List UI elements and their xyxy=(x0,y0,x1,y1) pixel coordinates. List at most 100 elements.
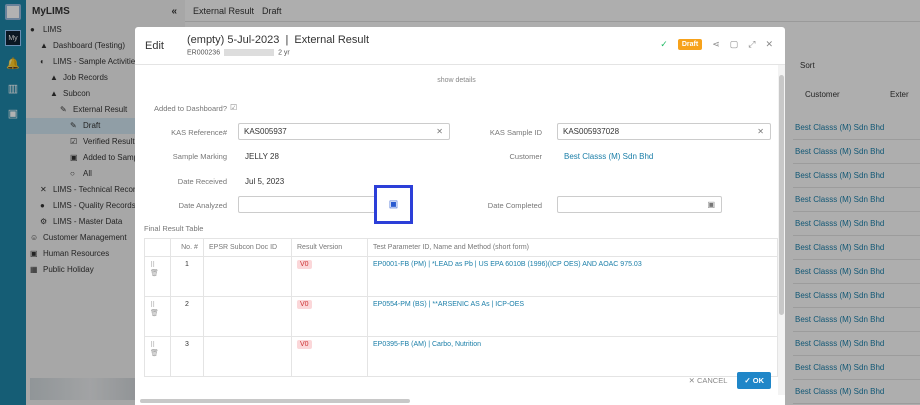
date-analyzed-calendar-button-highlight[interactable]: ▣ xyxy=(374,185,413,224)
cancel-button[interactable]: ✕ CANCEL xyxy=(688,376,728,385)
status-badge: Draft xyxy=(677,39,703,50)
delete-icon[interactable]: 🗑 xyxy=(150,310,159,317)
sidebar-item[interactable]: ▲ Job Records xyxy=(26,70,185,86)
sidebar-item[interactable]: ● LIMS xyxy=(26,22,185,38)
final-result-table-label: Final Result Table xyxy=(144,224,204,233)
list-row-customer[interactable]: Best Classs (M) Sdn Bhd xyxy=(793,140,920,164)
test-parameter-link[interactable]: EP0554-PM (BS) | **ARSENIC AS As | ICP-O… xyxy=(367,296,778,337)
sidebar-item[interactable]: ☑ Verified Results xyxy=(26,134,185,150)
horizontal-scrollbar[interactable] xyxy=(140,399,410,403)
sidebar-item[interactable]: ▲ Dashboard (Testing) xyxy=(26,38,185,54)
sidebar-item[interactable]: ✎ External Result xyxy=(26,102,185,118)
list-row-customer[interactable]: Best Classs (M) Sdn Bhd xyxy=(793,308,920,332)
sidebar-item[interactable]: ◐ LIMS - Sample Activities xyxy=(26,54,185,70)
kas-sample-field[interactable]: KAS005937028 ✕ xyxy=(557,123,771,140)
sidebar-item[interactable]: ○ All xyxy=(26,166,185,182)
comment-icon[interactable]: ▢ xyxy=(729,39,739,49)
drag-handle-icon[interactable]: ⠿ xyxy=(150,262,156,269)
record-age: 2 yr xyxy=(278,49,290,57)
close-icon[interactable]: ✕ xyxy=(765,39,773,49)
date-received-value: Jul 5, 2023 xyxy=(245,177,285,186)
column-external[interactable]: Exter xyxy=(890,90,909,99)
list-row-customer[interactable]: Best Classs (M) Sdn Bhd xyxy=(793,188,920,212)
share-icon[interactable]: ⋖ xyxy=(712,39,720,49)
drag-handle-icon[interactable]: ⠿ xyxy=(150,302,156,309)
my-button[interactable]: My xyxy=(5,30,21,46)
sidebar-item[interactable]: ▲ Subcon xyxy=(26,86,185,102)
sidebar-item-label: Subcon xyxy=(63,89,91,98)
table-row: ⠿ 🗑 3 V0 EP0395-FB (AM) | Carbo, Nutrition xyxy=(144,336,778,377)
dashboard-icon: ▲ xyxy=(40,41,48,50)
sort-button[interactable]: Sort xyxy=(800,61,815,70)
breadcrumb-external-result[interactable]: External Result xyxy=(193,5,255,16)
list-row-customer[interactable]: Best Classs (M) Sdn Bhd xyxy=(793,356,920,380)
vertical-scrollbar[interactable] xyxy=(778,65,785,395)
sidebar-item-label: LIMS - Quality Records For xyxy=(53,201,150,210)
row-no: 3 xyxy=(170,336,204,377)
row-doc-id[interactable] xyxy=(203,256,292,297)
column-test-parameter[interactable]: Test Parameter ID, Name and Method (shor… xyxy=(367,238,778,257)
list-row-customer[interactable]: Best Classs (M) Sdn Bhd xyxy=(793,212,920,236)
list-row-customer[interactable]: Best Classs (M) Sdn Bhd xyxy=(793,332,920,356)
circle-icon: ○ xyxy=(70,169,75,178)
date-received-label: Date Received xyxy=(177,177,227,186)
list-row-customer[interactable]: Best Classs (M) Sdn Bhd xyxy=(793,116,920,140)
magnet-icon: ◐ xyxy=(40,57,45,66)
icon-bar: My 🔔 ▥ ▣ xyxy=(0,0,26,405)
subcon-icon: ▲ xyxy=(50,89,58,98)
sidebar-item-label: LIMS xyxy=(43,25,62,34)
drag-handle-icon[interactable]: ⠿ xyxy=(150,342,156,349)
draft-icon: ✎ xyxy=(70,121,77,130)
verified-icon[interactable]: ✓ xyxy=(660,39,668,49)
show-details-link[interactable]: show details xyxy=(437,77,476,84)
column-doc-id[interactable]: EPSR Subcon Doc ID xyxy=(203,238,292,257)
column-result-version[interactable]: Result Version xyxy=(291,238,368,257)
list-row-customer[interactable]: Best Classs (M) Sdn Bhd xyxy=(793,380,920,404)
list-row-customer[interactable]: Best Classs (M) Sdn Bhd xyxy=(793,236,920,260)
record-title: (empty) 5-Jul-2023 xyxy=(187,34,280,46)
chart-icon[interactable]: ▥ xyxy=(7,83,19,95)
list-row-customer[interactable]: Best Classs (M) Sdn Bhd xyxy=(793,260,920,284)
calendar-icon[interactable]: ▣ xyxy=(7,108,19,120)
kas-reference-label: KAS Reference# xyxy=(171,128,227,137)
app-name[interactable]: MyLIMS xyxy=(32,5,70,17)
sidebar-item[interactable]: ☺ Customer Management xyxy=(26,230,185,246)
date-completed-field[interactable]: ▣ xyxy=(557,196,722,213)
test-parameter-link[interactable]: EP0001-FB (PM) | *LEAD as Pb | US EPA 60… xyxy=(367,256,778,297)
bell-icon[interactable]: 🔔 xyxy=(6,58,20,70)
edit-label: Edit xyxy=(145,40,164,52)
pencil-icon: ✎ xyxy=(60,105,67,114)
sidebar-item[interactable]: ▣ Human Resources xyxy=(26,246,185,262)
expand-icon[interactable]: ⤢ xyxy=(748,39,756,49)
customer-link[interactable]: Best Classs (M) Sdn Bhd xyxy=(564,152,654,161)
sample-marking-value: JELLY 28 xyxy=(245,152,279,161)
quality-icon: ● xyxy=(40,201,45,210)
list-row-customer[interactable]: Best Classs (M) Sdn Bhd xyxy=(793,284,920,308)
sidebar-item-label: Verified Results xyxy=(83,137,139,146)
sidebar-item[interactable]: ▦ Public Holiday xyxy=(26,262,185,278)
kas-reference-field[interactable]: KAS005937 ✕ xyxy=(238,123,450,140)
delete-icon[interactable]: 🗑 xyxy=(150,270,159,277)
sidebar-item-label: LIMS - Sample Activities xyxy=(53,57,140,66)
ok-button[interactable]: ✓ OK xyxy=(737,372,771,389)
column-no[interactable]: No. # xyxy=(170,238,204,257)
sidebar-item[interactable]: ▣ Added to Sample xyxy=(26,150,185,166)
test-parameter-link[interactable]: EP0395-FB (AM) | Carbo, Nutrition xyxy=(367,336,778,377)
sidebar-item-label: External Result xyxy=(73,105,128,114)
calendar-icon: ▦ xyxy=(30,265,38,274)
added-to-dashboard-checkbox[interactable]: ☑ xyxy=(230,103,238,112)
sidebar-item[interactable]: ✕ LIMS - Technical Records F xyxy=(26,182,185,198)
sidebar-item[interactable]: ● LIMS - Quality Records For xyxy=(26,198,185,214)
list-row-customer[interactable]: Best Classs (M) Sdn Bhd xyxy=(793,164,920,188)
delete-icon[interactable]: 🗑 xyxy=(150,350,159,357)
row-doc-id[interactable] xyxy=(203,336,292,377)
collapse-button[interactable]: « xyxy=(171,5,177,17)
sidebar-item-label: Draft xyxy=(83,121,101,130)
breadcrumb-draft[interactable]: Draft xyxy=(262,5,282,16)
column-customer[interactable]: Customer xyxy=(805,90,840,99)
app-logo[interactable] xyxy=(5,4,21,20)
row-doc-id[interactable] xyxy=(203,296,292,337)
sidebar-item[interactable]: ⚙ LIMS - Master Data xyxy=(26,214,185,230)
result-version-badge: V0 xyxy=(297,340,312,349)
row-no: 2 xyxy=(170,296,204,337)
